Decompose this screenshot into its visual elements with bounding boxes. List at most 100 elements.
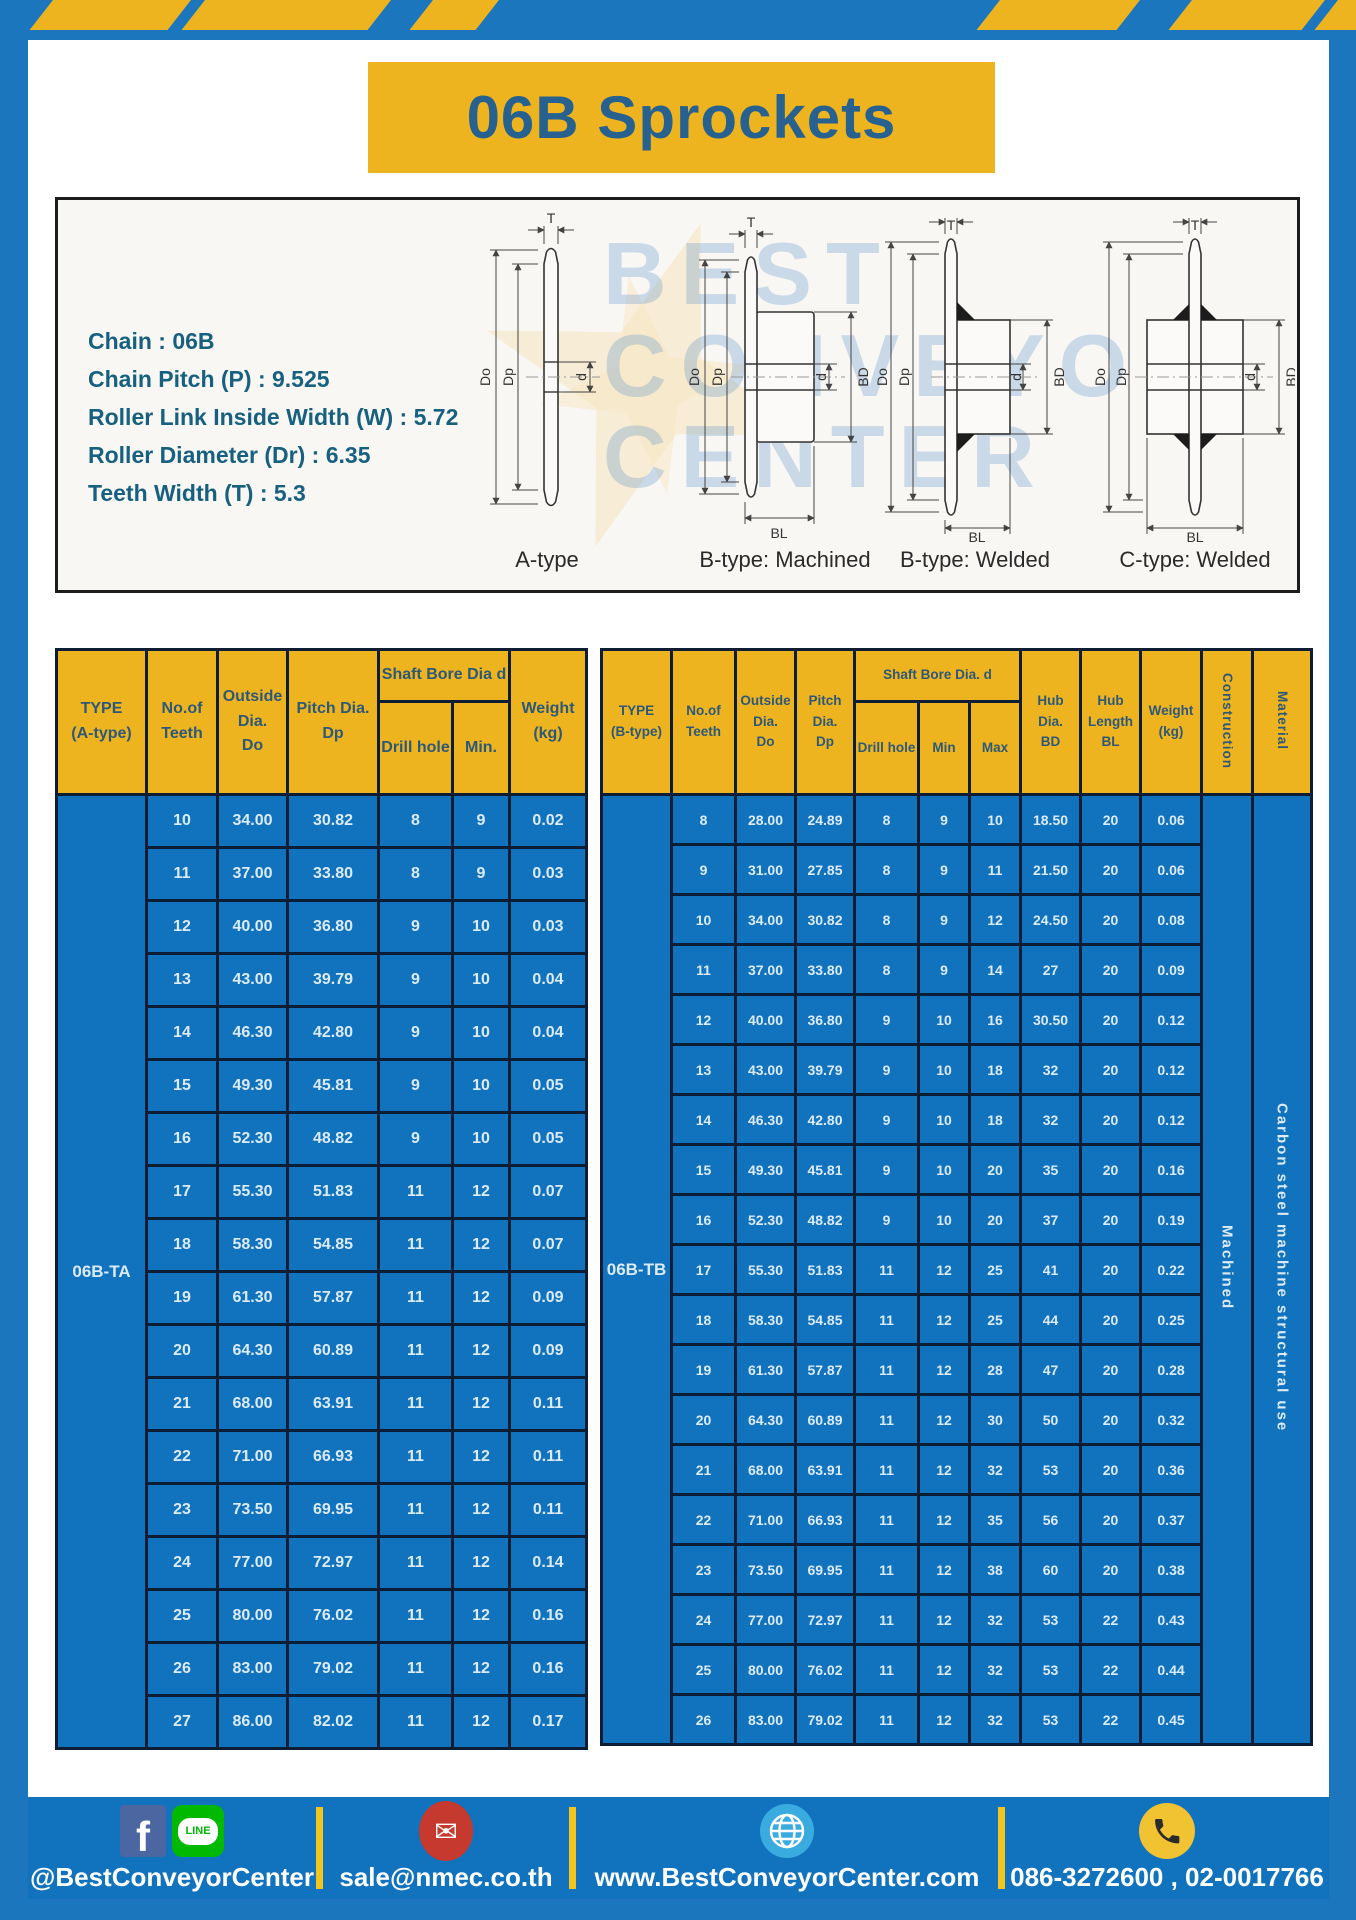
cell-outside-dia: 80.00	[216, 1588, 289, 1644]
website-url[interactable]: www.BestConveyorCenter.com	[594, 1862, 980, 1892]
col-header-type: TYPE (A-type)	[55, 648, 148, 796]
cell-min: 12	[451, 1694, 511, 1750]
cell-hub-dia: 56	[1019, 1493, 1083, 1546]
cell-outside-dia: 55.30	[734, 1243, 797, 1296]
cell-weight: 0.44	[1139, 1643, 1204, 1696]
cell-drill-hole: 11	[853, 1243, 920, 1296]
cell-outside-dia: 77.00	[216, 1535, 289, 1591]
cell-hub-dia: 47	[1019, 1343, 1083, 1396]
table-row: 14 46.30 42.80 9 10 18 32 20 0.12	[602, 1093, 1312, 1146]
cell-teeth: 10	[145, 793, 219, 849]
cell-drill-hole: 11	[853, 1593, 920, 1646]
cell-drill-hole: 11	[377, 1535, 454, 1591]
cell-min: 9	[917, 893, 971, 946]
cell-drill-hole: 11	[377, 1217, 454, 1273]
cell-min: 12	[917, 1243, 971, 1296]
col-header-pitch-dia: Pitch Dia. Dp	[286, 648, 380, 796]
footer-divider	[316, 1807, 323, 1889]
cell-drill-hole: 11	[377, 1694, 454, 1750]
cell-teeth: 10	[670, 893, 737, 946]
cell-teeth: 11	[670, 943, 737, 996]
cell-drill-hole: 9	[377, 1058, 454, 1114]
cell-min: 12	[451, 1270, 511, 1326]
cell-min: 9	[451, 846, 511, 902]
table-row: 25 80.00 76.02 11 12 0.16	[57, 1588, 588, 1644]
cell-outside-dia: 43.00	[734, 1043, 797, 1096]
cell-drill-hole: 9	[377, 1111, 454, 1167]
cell-hub-dia: 21.50	[1019, 843, 1083, 896]
cell-drill-hole: 11	[853, 1693, 920, 1746]
email-icon[interactable]: ✉	[419, 1801, 473, 1861]
cell-outside-dia: 71.00	[734, 1493, 797, 1546]
cell-hub-length: 20	[1079, 1493, 1143, 1546]
dim-label-dp: Dp	[709, 368, 725, 386]
cell-min: 12	[451, 1217, 511, 1273]
cell-pitch-dia: 42.80	[794, 1093, 856, 1146]
dim-label-do: Do	[1095, 368, 1108, 386]
col-header-weight: Weight (kg)	[508, 648, 588, 796]
cell-pitch-dia: 60.89	[286, 1323, 380, 1379]
cell-max: 25	[967, 1293, 1023, 1346]
cell-weight: 0.16	[508, 1641, 588, 1697]
table-row: 19 61.30 57.87 11 12 0.09	[57, 1270, 588, 1326]
dim-label-bl: BL	[770, 525, 787, 541]
cell-teeth: 11	[145, 846, 219, 902]
footer-social-group: f LINE @BestConveyorCenter	[28, 1797, 316, 1899]
cell-outside-dia: 83.00	[216, 1641, 289, 1697]
cell-outside-dia: 80.00	[734, 1643, 797, 1696]
cell-pitch-dia: 45.81	[286, 1058, 380, 1114]
cell-max: 32	[967, 1643, 1023, 1696]
type-label-cell: 06B-TA	[55, 793, 148, 1750]
table-row: 24 77.00 72.97 11 12 32 53 22 0.43	[602, 1593, 1312, 1646]
cell-drill-hole: 11	[853, 1393, 920, 1446]
cell-outside-dia: 40.00	[734, 993, 797, 1046]
cell-outside-dia: 46.30	[734, 1093, 797, 1146]
cell-min: 9	[917, 843, 971, 896]
cell-outside-dia: 40.00	[216, 899, 289, 955]
cell-hub-length: 20	[1079, 1093, 1143, 1146]
social-handle[interactable]: @BestConveyorCenter	[30, 1862, 314, 1892]
cell-min: 10	[917, 993, 971, 1046]
phone-icon[interactable]	[1138, 1802, 1196, 1860]
col-header-drill-hole: Drill hole	[377, 700, 454, 796]
contact-footer: f LINE @BestConveyorCenter ✉ sale@nmec.c…	[28, 1797, 1329, 1899]
cell-weight: 0.37	[1139, 1493, 1204, 1546]
cell-outside-dia: 49.30	[216, 1058, 289, 1114]
cell-outside-dia: 58.30	[734, 1293, 797, 1346]
cell-pitch-dia: 63.91	[286, 1376, 380, 1432]
cell-min: 9	[917, 943, 971, 996]
table-a-subheader-row: Drill hole Min.	[57, 700, 587, 796]
cell-weight: 0.03	[508, 899, 588, 955]
cell-teeth: 25	[145, 1588, 219, 1644]
cell-teeth: 20	[145, 1323, 219, 1379]
cell-weight: 0.14	[508, 1535, 588, 1591]
sprocket-drawing-b-machined: T Do Dp d BD BL	[686, 214, 871, 541]
cell-drill-hole: 11	[853, 1543, 920, 1596]
cell-teeth: 8	[670, 793, 737, 846]
cell-weight: 0.11	[508, 1482, 588, 1538]
cell-drill-hole: 11	[377, 1588, 454, 1644]
line-icon[interactable]: LINE	[172, 1805, 224, 1857]
cell-pitch-dia: 76.02	[286, 1588, 380, 1644]
cell-weight: 0.05	[508, 1111, 588, 1167]
table-row: 14 46.30 42.80 9 10 0.04	[57, 1005, 588, 1061]
cell-drill-hole: 8	[377, 793, 454, 849]
phone-numbers[interactable]: 086-3272600 , 02-0017766	[1010, 1862, 1324, 1892]
cell-drill-hole: 11	[377, 1641, 454, 1697]
email-address[interactable]: sale@nmec.co.th	[339, 1862, 553, 1892]
dim-label-dp: Dp	[1113, 368, 1129, 386]
cell-weight: 0.09	[1139, 943, 1204, 996]
table-b-subheader-row: Drill hole Min Max	[602, 700, 1312, 796]
cell-max: 32	[967, 1593, 1023, 1646]
table-row: 24 77.00 72.97 11 12 0.14	[57, 1535, 588, 1591]
facebook-icon[interactable]: f	[120, 1805, 166, 1858]
cell-min: 9	[917, 793, 971, 846]
col-header-pitch-dia: Pitch Dia. Dp	[794, 648, 856, 796]
globe-icon[interactable]	[759, 1803, 815, 1859]
cell-hub-dia: 32	[1019, 1043, 1083, 1096]
cell-drill-hole: 11	[377, 1270, 454, 1326]
table-row: 06B-TB 8 28.00 24.89 8 9 10 18.50 20 0.06…	[600, 793, 1314, 1746]
cell-outside-dia: 64.30	[734, 1393, 797, 1446]
cell-weight: 0.16	[508, 1588, 588, 1644]
